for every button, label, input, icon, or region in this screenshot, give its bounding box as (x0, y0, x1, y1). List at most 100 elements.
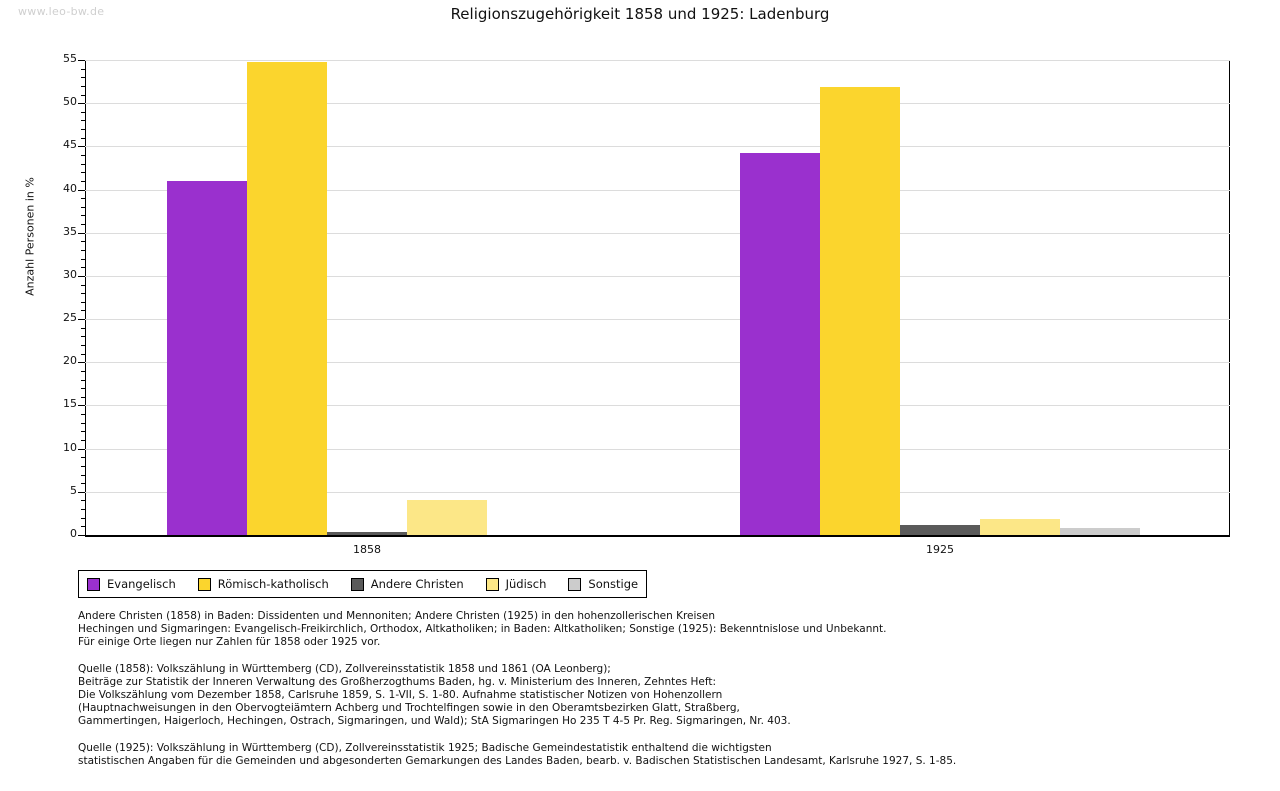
footnote-line: Gammertingen, Haigerloch, Hechingen, Ost… (78, 715, 791, 727)
y-tick-minor (81, 180, 85, 182)
bar-1925-j-disch (980, 519, 1060, 535)
y-tick-minor (81, 77, 85, 79)
footnote-line: statistischen Angaben für die Gemeinden … (78, 755, 957, 767)
gridline (85, 103, 1230, 105)
legend-label: Sonstige (588, 577, 639, 591)
footnote-line: Beiträge zur Statistik der Inneren Verwa… (78, 676, 717, 688)
y-tick-minor (81, 85, 85, 87)
y-tick-minor (81, 327, 85, 329)
y-tick-major (78, 362, 85, 364)
footnote-line: Für einige Orte liegen nur Zahlen für 18… (78, 636, 381, 648)
y-tick-minor (81, 388, 85, 390)
y-tick-minor (81, 336, 85, 338)
y-tick-minor (81, 198, 85, 200)
y-tick-major (78, 448, 85, 450)
y-tick-minor (81, 172, 85, 174)
plot-area: 0 5 10 15 20 25 30 35 40 45 50 55 (63, 52, 1230, 540)
y-tick-minor (81, 500, 85, 502)
gridline (85, 60, 1230, 61)
gridline (85, 448, 1230, 450)
y-tick-minor (81, 163, 85, 165)
y-tick-minor (81, 267, 85, 269)
bar-1858-andere-christen (327, 532, 407, 535)
y-tick-minor (81, 353, 85, 355)
y-tick-major (78, 275, 85, 277)
footnote-line: Quelle (1858): Volkszählung in Württembe… (78, 663, 611, 675)
y-tick-label: 10 (63, 440, 77, 454)
footnote-block: Quelle (1925): Volkszählung in Württembe… (78, 742, 1258, 768)
y-tick-label: 55 (63, 52, 77, 65)
legend-item-r-misch-katholisch[interactable]: Römisch-katholisch (197, 577, 329, 591)
y-tick-minor (81, 396, 85, 398)
y-tick-label: 20 (63, 354, 77, 368)
legend-label: Evangelisch (107, 577, 176, 591)
legend-item-j-disch[interactable]: Jüdisch (485, 577, 547, 591)
x-tick-label-1858: 1858 (353, 543, 381, 556)
footnote-line: Quelle (1925): Volkszählung in Württembe… (78, 742, 772, 754)
legend-item-andere-christen[interactable]: Andere Christen (350, 577, 464, 591)
bar-1925-andere-christen (900, 524, 980, 535)
y-tick-minor (81, 509, 85, 511)
x-tick-label-1925: 1925 (926, 543, 954, 556)
y-tick-major (78, 189, 85, 191)
y-tick-minor (81, 94, 85, 96)
y-tick-minor (81, 310, 85, 312)
y-tick-major (78, 535, 85, 536)
y-tick-minor (81, 414, 85, 416)
y-tick-minor (81, 483, 85, 485)
gridline (85, 146, 1230, 148)
y-tick-minor (81, 301, 85, 303)
legend-swatch-icon (87, 577, 100, 591)
plot-right-edge (1229, 60, 1230, 537)
y-tick-minor (81, 137, 85, 139)
footnote-line: Andere Christen (1858) in Baden: Disside… (78, 610, 715, 622)
legend-swatch-icon (568, 577, 582, 591)
legend-item-sonstige[interactable]: Sonstige (568, 577, 638, 591)
bar-1925-evangelisch (740, 153, 820, 535)
y-tick-label: 45 (63, 138, 77, 152)
y-tick-minor (81, 155, 85, 156)
y-tick-label: 35 (63, 224, 77, 238)
bar-1858-r-misch-katholisch (247, 61, 327, 535)
y-tick-minor (81, 526, 85, 528)
gridline (85, 275, 1230, 277)
y-tick-minor (81, 431, 85, 433)
chart-plot-wrapper: 0 5 10 15 20 25 30 35 40 45 50 55 1858 1925 (63, 52, 1230, 556)
y-tick-minor (81, 379, 85, 381)
y-tick-major (78, 232, 85, 234)
y-tick-minor (81, 224, 85, 226)
gridline (85, 232, 1230, 234)
legend-label: Römisch-katholisch (217, 577, 329, 591)
y-tick-minor (81, 370, 85, 372)
gridline (85, 405, 1230, 407)
y-tick-label: 30 (63, 267, 77, 281)
y-tick-label: 40 (63, 181, 77, 195)
y-tick-minor (81, 250, 85, 251)
y-tick-label: 0 (70, 527, 77, 540)
bar-1925-r-misch-katholisch (820, 86, 900, 535)
footnote-line: Hechingen und Sigmaringen: Evangelisch-F… (78, 623, 887, 635)
gridline (85, 189, 1230, 191)
y-tick-minor (81, 465, 85, 467)
legend-label: Jüdisch (505, 577, 547, 591)
bar-1925-sonstige (1060, 528, 1140, 535)
y-tick-minor (81, 215, 85, 217)
y-tick-major (78, 146, 85, 148)
y-tick-label: 15 (63, 397, 77, 411)
y-tick-minor (81, 206, 85, 208)
y-tick-major (78, 491, 85, 493)
legend-swatch-icon (485, 577, 499, 591)
y-tick-minor (81, 440, 85, 441)
y-tick-major (78, 405, 85, 407)
y-tick-minor (81, 293, 85, 295)
legend-item-evangelisch[interactable]: Evangelisch (87, 577, 176, 591)
legend-swatch-icon (350, 577, 364, 591)
y-tick-minor (81, 120, 85, 122)
gridline (85, 319, 1230, 321)
y-tick-major (78, 60, 85, 61)
y-tick-label: 50 (63, 95, 77, 109)
y-tick-minor (81, 241, 85, 243)
y-tick-major (78, 319, 85, 321)
y-tick-minor (81, 517, 85, 519)
y-tick-minor (81, 284, 85, 286)
